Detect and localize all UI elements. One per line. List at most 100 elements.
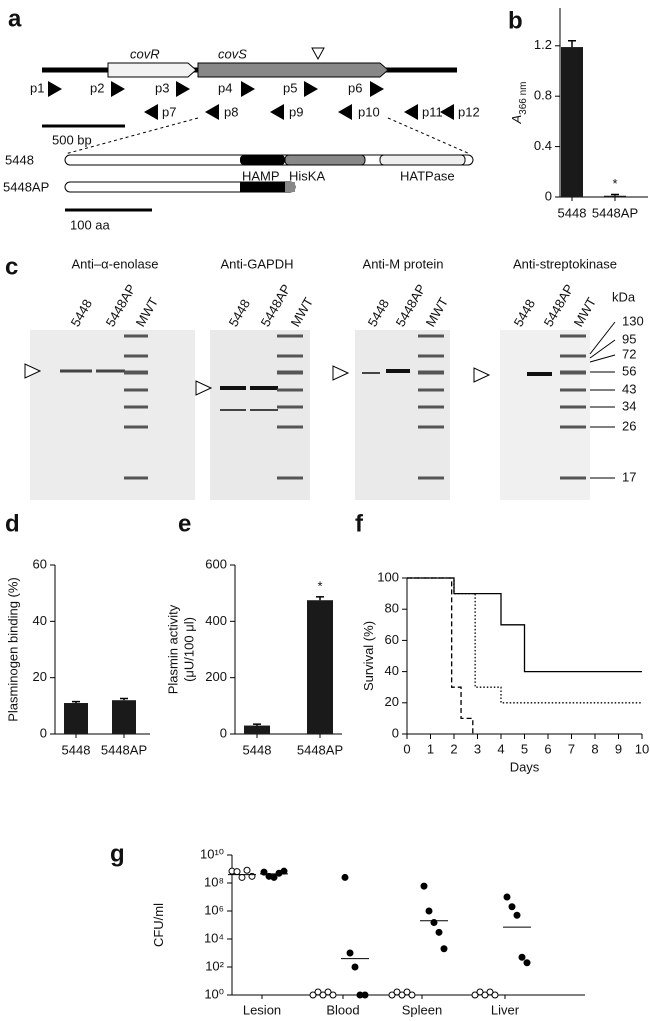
primer-arrow xyxy=(270,104,284,120)
lane-label: 5448 xyxy=(68,297,95,330)
blot-title: Anti-M protein xyxy=(363,256,444,271)
hamp-domain xyxy=(240,155,285,165)
x-tick-label: 2 xyxy=(450,741,457,756)
y-tick-label: 0 xyxy=(392,725,399,740)
y-tick-label: 60 xyxy=(33,556,47,571)
data-point xyxy=(351,963,359,971)
data-point xyxy=(270,873,278,881)
y-tick-label: 40 xyxy=(385,663,399,678)
x-tick-label: 5448 xyxy=(243,742,272,757)
hiska-domain xyxy=(284,154,366,166)
primer-label: p6 xyxy=(348,80,362,95)
domain-label: HAMP xyxy=(242,168,280,183)
x-tick-label: Liver xyxy=(491,1002,520,1017)
data-point xyxy=(346,949,354,957)
significance-mark: * xyxy=(317,578,322,593)
data-point xyxy=(523,959,531,967)
y-tick-label: 0 xyxy=(40,725,47,740)
y-axis-label: Plasmin activity xyxy=(165,604,180,694)
y-tick-label: 10⁶ xyxy=(204,902,224,917)
primer-label: p10 xyxy=(358,104,380,119)
strain-label: 5448 xyxy=(5,152,34,167)
x-tick-label: 8 xyxy=(591,741,598,756)
x-tick-label: 5448 xyxy=(558,205,587,220)
data-point xyxy=(329,991,337,999)
y-tick-label: 10¹⁰ xyxy=(200,846,224,861)
survival-line xyxy=(407,577,642,673)
x-tick-label: 5448AP xyxy=(297,742,343,757)
data-point xyxy=(471,991,479,999)
primer-label: p5 xyxy=(283,80,297,95)
marker-label: 56 xyxy=(622,363,636,378)
lane-label: 5448 xyxy=(365,297,392,330)
x-tick-label: Blood xyxy=(326,1002,359,1017)
mutation-site xyxy=(311,47,325,61)
data-point xyxy=(420,882,428,890)
x-tick-label: 5448AP xyxy=(101,742,147,757)
data-point xyxy=(238,873,246,881)
lane-label: 5448 xyxy=(226,297,253,330)
data-point xyxy=(518,953,526,961)
y-axis-label: CFU/ml xyxy=(151,903,166,947)
primer-arrow xyxy=(205,104,219,120)
marker-label: 130 xyxy=(622,313,644,328)
x-axis-label: Days xyxy=(510,759,540,774)
blot-image xyxy=(210,330,310,500)
marker-tick xyxy=(589,354,616,363)
x-tick-label: Spleen xyxy=(402,1002,442,1017)
panel-label: g xyxy=(110,840,125,867)
domain-label: HATPase xyxy=(400,168,455,183)
unit-label: kDa xyxy=(612,289,636,304)
data-point xyxy=(398,991,406,999)
panel-label: c xyxy=(5,253,18,280)
y-tick-label: 20 xyxy=(385,694,399,709)
primer-arrow xyxy=(111,81,125,97)
gene-label: covS xyxy=(218,46,247,61)
x-tick-label: 7 xyxy=(568,741,575,756)
y-tick-label: 10⁸ xyxy=(204,874,224,889)
primer-arrow xyxy=(241,81,255,97)
bands xyxy=(60,369,552,411)
data-point xyxy=(280,867,288,875)
gene-map xyxy=(42,47,474,212)
y-axis-label: A366 nm xyxy=(509,81,528,124)
lane-label: MWT xyxy=(133,295,162,329)
x-tick-label: 10 xyxy=(635,741,649,756)
primer-arrow xyxy=(48,81,62,97)
domain-label: HisKA xyxy=(289,168,325,183)
y-tick-label: 20 xyxy=(33,669,47,684)
y-tick-label: 60 xyxy=(385,632,399,647)
data-point xyxy=(393,988,401,996)
x-tick-label: 6 xyxy=(544,741,551,756)
y-tick-label: 400 xyxy=(205,613,227,628)
primer-label: p1 xyxy=(30,80,44,95)
marker-label: 26 xyxy=(622,418,636,433)
bar xyxy=(64,703,88,734)
data-point xyxy=(243,866,251,874)
y-tick-label: 10⁴ xyxy=(204,930,224,945)
data-point xyxy=(435,928,443,936)
primer-arrow xyxy=(176,81,190,97)
x-tick-label: 9 xyxy=(615,741,622,756)
panel-label: d xyxy=(5,510,20,537)
data-point xyxy=(508,903,516,911)
primer-label: p12 xyxy=(458,104,480,119)
data-point xyxy=(309,991,317,999)
blot-image xyxy=(500,330,590,500)
data-point xyxy=(314,988,322,996)
primer-arrow xyxy=(304,81,318,97)
data-point xyxy=(481,991,489,999)
data-point xyxy=(233,868,241,876)
y-axis-label-main: A xyxy=(509,115,524,125)
x-tick-label: 5448AP xyxy=(592,205,638,220)
bar xyxy=(604,195,626,197)
primer-label: p7 xyxy=(162,104,176,119)
panel-label: b xyxy=(508,7,523,34)
scale-label: 100 aa xyxy=(70,217,111,232)
blots xyxy=(24,330,590,500)
data-point xyxy=(491,991,499,999)
y-axis-label: (μU/100 μl) xyxy=(181,617,196,682)
data-point xyxy=(324,988,332,996)
hiska-fragment xyxy=(285,182,295,192)
